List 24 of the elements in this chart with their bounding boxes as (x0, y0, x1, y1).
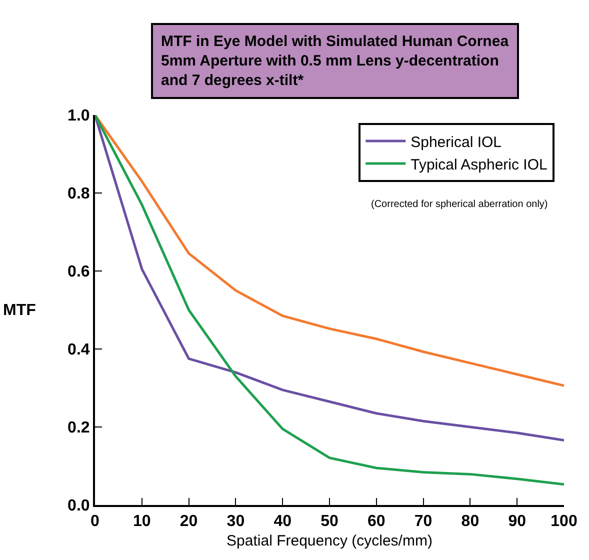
x-tick-label: 50 (320, 513, 338, 530)
legend-label: Spherical IOL (410, 134, 502, 151)
annotation: (Corrected for spherical aberration only) (371, 199, 548, 210)
x-tick-label: 40 (274, 513, 292, 530)
y-tick-label: 0.4 (68, 342, 90, 359)
x-tick-label: 0 (90, 513, 100, 530)
x-tick-label: 80 (461, 513, 480, 530)
x-tick-label: 90 (508, 513, 526, 530)
x-tick-label: 10 (133, 513, 151, 530)
x-tick-label: 60 (368, 513, 386, 530)
chart-title: MTF in Eye Model with Simulated Human Cornea 5mm Aperture with 0.5 mm Lens y-decentration and 7 degrees x-tilt* (161, 33, 510, 89)
line-series (95, 115, 564, 387)
x-tick-label: 100 (550, 513, 578, 530)
x-axis-title: Spatial Frequency (cycles/mm) (226, 532, 432, 550)
x-tick-label: 30 (226, 513, 245, 530)
x-tick-label: 70 (414, 513, 432, 530)
y-tick-label: 0.6 (68, 264, 90, 281)
y-tick-label: 1.0 (68, 108, 90, 125)
y-tick-label: 0.8 (68, 186, 90, 203)
y-tick-label: 0.0 (68, 498, 90, 515)
legend-label: Typical Aspheric IOL (410, 156, 548, 174)
y-axis-title: MTF (3, 302, 36, 319)
y-tick-label: 0.2 (68, 420, 90, 437)
x-tick-label: 20 (180, 513, 198, 530)
